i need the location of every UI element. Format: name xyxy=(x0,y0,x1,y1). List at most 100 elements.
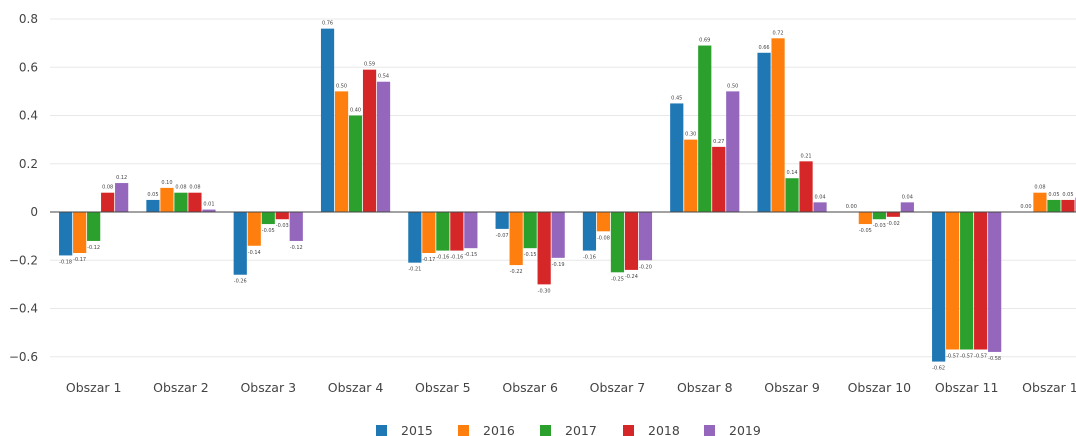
bar-2017-9 xyxy=(785,178,799,212)
category-label: Obszar 5 xyxy=(415,380,471,395)
bar-2016-6 xyxy=(509,212,523,266)
data-label: -0.05 xyxy=(262,228,275,234)
category-label: Obszar 3 xyxy=(240,380,296,395)
legend-swatch-2015 xyxy=(376,425,387,436)
bar-2019-3 xyxy=(289,212,303,241)
bar-2015-7 xyxy=(582,212,597,251)
bar-2017-8 xyxy=(698,45,712,212)
bar-2016-4 xyxy=(334,91,349,212)
category-label: Obszar 8 xyxy=(677,380,733,395)
legend-swatch-2017 xyxy=(540,425,551,436)
category-label: Obszar 10 xyxy=(848,380,912,395)
data-label: -0.62 xyxy=(932,366,945,372)
legend-label-2016: 2016 xyxy=(483,423,515,436)
data-label: 0.69 xyxy=(699,38,710,44)
data-label: 0.05 xyxy=(1062,192,1073,198)
data-label: 0.08 xyxy=(175,185,186,191)
bar-2019-7 xyxy=(638,212,653,261)
data-label: 0.27 xyxy=(713,139,724,145)
category-label: Obszar 1 xyxy=(66,380,122,395)
bar-2016-10 xyxy=(858,212,872,225)
y-tick-label: −0.2 xyxy=(9,253,38,267)
bar-2019-6 xyxy=(551,212,565,258)
data-label: -0.58 xyxy=(988,356,1001,362)
bar-2018-3 xyxy=(275,212,289,220)
data-label: -0.05 xyxy=(859,228,872,234)
legend-label-2015: 2015 xyxy=(401,423,433,436)
bar-2016-12 xyxy=(1033,192,1047,212)
bar-2015-3 xyxy=(233,212,247,275)
data-label: 0.14 xyxy=(786,170,797,176)
bar-2015-5 xyxy=(408,212,422,263)
legend: 2015 2016 2017 2018 2019 xyxy=(376,423,761,436)
data-label: 0.21 xyxy=(800,153,811,159)
category-label: Obszar 7 xyxy=(590,380,646,395)
bar-2018-9 xyxy=(799,161,813,212)
bar-2016-1 xyxy=(73,212,87,254)
category-label: Obszar 6 xyxy=(502,380,558,395)
data-label: -0.12 xyxy=(290,245,303,251)
data-label: -0.25 xyxy=(611,276,624,282)
bar-2016-8 xyxy=(684,139,698,212)
data-label: -0.57 xyxy=(974,354,987,360)
data-label: -0.20 xyxy=(639,264,652,270)
data-label: -0.21 xyxy=(408,267,421,273)
data-label: -0.14 xyxy=(248,250,261,256)
data-label: -0.03 xyxy=(276,223,289,229)
bars xyxy=(59,28,1076,362)
bar-2018-6 xyxy=(537,212,551,285)
bar-2018-11 xyxy=(974,212,988,350)
bar-2017-12 xyxy=(1047,199,1061,212)
y-tick-label: 0.6 xyxy=(19,60,38,74)
bar-2018-4 xyxy=(362,69,377,212)
bar-2016-5 xyxy=(422,212,436,254)
bar-2016-7 xyxy=(596,212,611,232)
legend-label-2019: 2019 xyxy=(729,423,761,436)
data-label: 0.76 xyxy=(322,21,333,27)
category-label: Obszar 12 xyxy=(1022,380,1076,395)
category-label: Obszar 9 xyxy=(764,380,820,395)
data-label: -0.26 xyxy=(234,279,247,285)
grid-lines xyxy=(50,18,1076,358)
bar-2017-11 xyxy=(960,212,974,350)
y-tick-label: −0.4 xyxy=(9,302,38,316)
data-label: 0.08 xyxy=(189,185,200,191)
data-label: -0.18 xyxy=(59,259,72,265)
legend-swatch-2018 xyxy=(623,425,634,436)
data-label: -0.30 xyxy=(538,288,551,294)
data-label: 0.05 xyxy=(147,192,158,198)
bar-2019-8 xyxy=(726,91,740,212)
category-label: Obszar 11 xyxy=(935,380,999,395)
data-label: 0.05 xyxy=(1048,192,1059,198)
category-label: Obszar 4 xyxy=(328,380,384,395)
bar-2018-7 xyxy=(624,212,639,270)
legend-swatch-2016 xyxy=(458,425,469,436)
bar-2017-6 xyxy=(523,212,537,249)
bar-2015-6 xyxy=(495,212,509,229)
legend-label-2017: 2017 xyxy=(565,423,597,436)
data-label: -0.07 xyxy=(496,233,509,239)
data-label: -0.24 xyxy=(625,274,638,280)
data-label: -0.16 xyxy=(436,255,449,261)
data-label: 0.08 xyxy=(1034,185,1045,191)
bar-2016-9 xyxy=(771,38,785,212)
data-label: 0.45 xyxy=(671,95,682,101)
data-label: -0.22 xyxy=(510,269,523,275)
bar-2017-3 xyxy=(261,212,275,225)
bar-2019-9 xyxy=(813,202,827,212)
data-label: -0.15 xyxy=(464,252,477,258)
bar-2018-10 xyxy=(886,212,900,217)
bar-2015-8 xyxy=(670,103,684,212)
data-label: -0.57 xyxy=(960,354,973,360)
y-tick-label: 0.8 xyxy=(19,12,38,26)
legend-swatch-2019 xyxy=(704,425,715,436)
data-label: 0.00 xyxy=(846,204,857,210)
data-label: -0.17 xyxy=(422,257,435,263)
bar-2017-5 xyxy=(436,212,450,251)
data-label: 0.08 xyxy=(102,185,113,191)
bar-2015-1 xyxy=(59,212,73,256)
data-label: 0.04 xyxy=(814,194,825,200)
data-label: -0.57 xyxy=(946,354,959,360)
